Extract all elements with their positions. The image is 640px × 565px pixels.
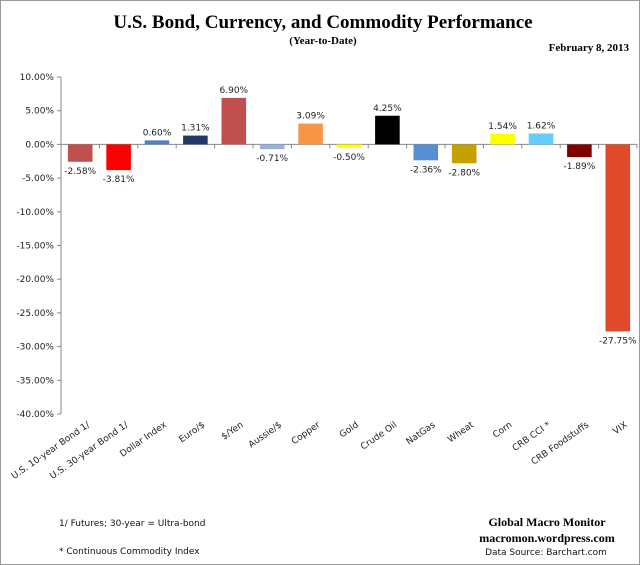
bar-2 — [144, 140, 170, 145]
y-tick-label: -25.00% — [16, 309, 54, 319]
data-label: -2.58% — [64, 167, 96, 177]
data-label: 0.60% — [143, 128, 172, 138]
data-label: -3.81% — [103, 175, 135, 185]
y-tick-label: -40.00% — [16, 410, 54, 420]
category-label: Wheat — [446, 420, 476, 445]
data-label: 1.62% — [527, 121, 556, 131]
bar-0 — [67, 144, 93, 162]
data-label: -0.71% — [256, 154, 288, 164]
bar-5 — [259, 144, 285, 150]
category-label: $/Yen — [220, 420, 246, 442]
data-label: 1.54% — [488, 122, 517, 132]
bar-7 — [336, 144, 362, 148]
data-label: -1.89% — [563, 162, 595, 172]
data-label: -27.75% — [599, 336, 637, 346]
y-tick-label: -35.00% — [16, 376, 54, 386]
bar-13 — [567, 144, 592, 158]
bar-14 — [605, 144, 631, 332]
chart-date: February 8, 2013 — [549, 42, 630, 54]
bar-8 — [375, 115, 400, 145]
bar-11 — [490, 134, 515, 145]
data-label: 1.31% — [181, 124, 210, 134]
category-label: Euro/$ — [177, 420, 207, 445]
data-label: -0.50% — [333, 153, 365, 163]
bar-3 — [183, 135, 208, 145]
y-tick-label: -5.00% — [22, 174, 54, 184]
footnote-cci: * Continuous Commodity Index — [59, 547, 200, 557]
data-label: -2.80% — [448, 168, 480, 178]
data-label: 4.25% — [373, 104, 402, 114]
credit-site: macromon.wordpress.com — [479, 531, 615, 545]
chart-subtitle: (Year-to-Date) — [289, 35, 357, 47]
category-label: Aussie/$ — [247, 420, 284, 450]
y-tick-label: -10.00% — [16, 208, 54, 218]
bar-9 — [413, 144, 439, 161]
chart-title: U.S. Bond, Currency, and Commodity Perfo… — [113, 12, 532, 33]
bar-10 — [451, 144, 477, 164]
data-label: -2.36% — [410, 165, 442, 175]
credit-name: Global Macro Monitor — [488, 515, 606, 529]
category-label: VIX — [612, 420, 630, 437]
bar-1 — [106, 144, 131, 171]
bar-4 — [221, 97, 247, 145]
bar-6 — [298, 123, 323, 145]
y-tick-label: -20.00% — [16, 275, 54, 285]
y-tick-label: -30.00% — [16, 343, 54, 353]
data-label: 3.09% — [296, 112, 325, 122]
data-label: 6.90% — [220, 86, 249, 96]
category-label: NatGas — [405, 420, 438, 447]
category-label: Copper — [290, 420, 323, 447]
footnote-futures: 1/ Futures; 30-year = Ultra-bond — [59, 519, 205, 529]
data-source: Data Source: Barchart.com — [485, 548, 607, 558]
category-label: Crude Oil — [359, 420, 399, 452]
y-tick-label: -15.00% — [16, 242, 54, 252]
category-label: Corn — [491, 420, 514, 440]
y-tick-label: 0.00% — [25, 140, 54, 150]
category-label: Gold — [338, 420, 361, 440]
y-tick-label: 5.00% — [25, 107, 54, 117]
y-tick-label: 10.00% — [20, 73, 55, 83]
bar-12 — [528, 133, 554, 145]
